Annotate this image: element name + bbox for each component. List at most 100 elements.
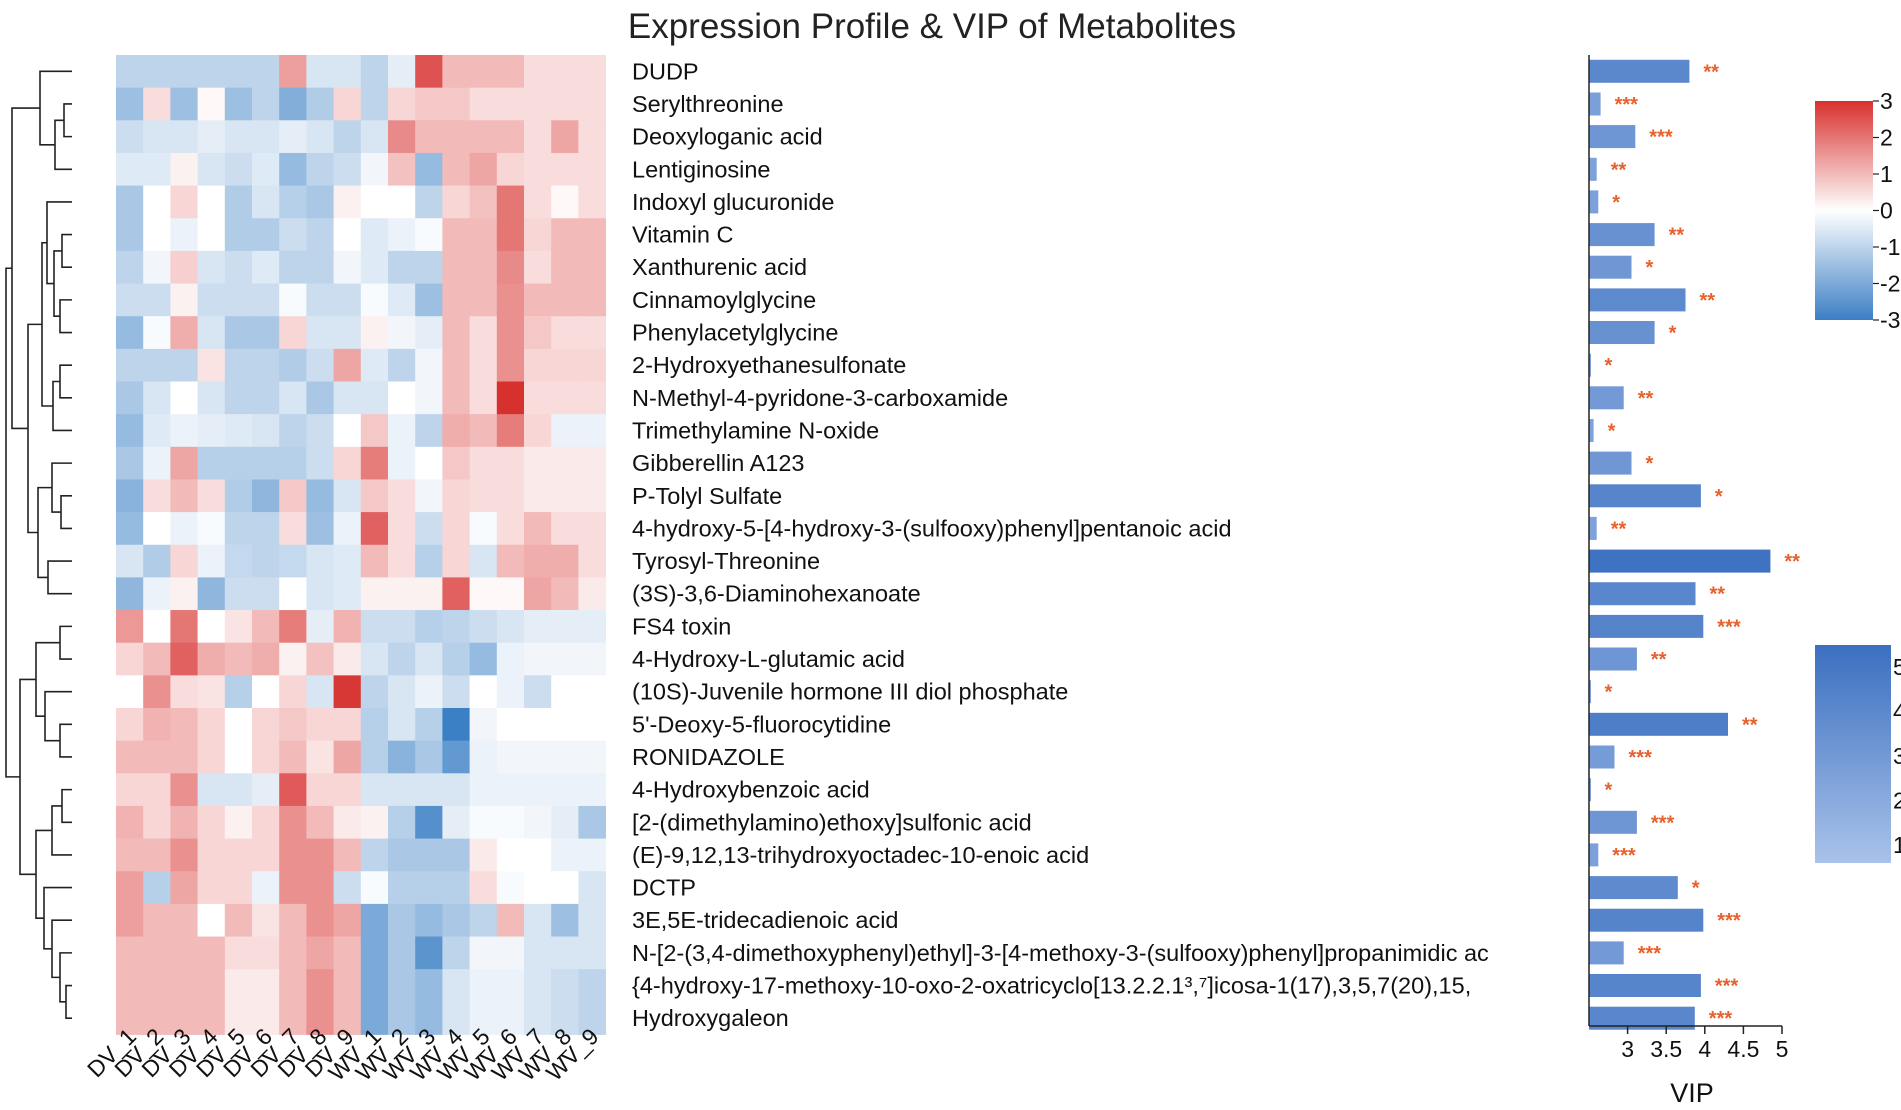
row-label: N-Methyl-4-pyridone-3-carboxamide xyxy=(632,385,1008,411)
heatmap-cell xyxy=(197,316,226,350)
heatmap-cell xyxy=(252,773,280,807)
heatmap-cell xyxy=(524,446,552,480)
heatmap-cell xyxy=(360,512,389,546)
heatmap-cell xyxy=(306,544,334,578)
heatmap-cell xyxy=(333,250,362,284)
heatmap-cell xyxy=(333,283,362,317)
heatmap-cell xyxy=(524,152,552,186)
significance-label: ** xyxy=(1611,159,1627,181)
heatmap-cell xyxy=(116,348,144,382)
heatmap-cell xyxy=(551,577,579,611)
heatmap-cell xyxy=(442,577,470,611)
heatmap-cell xyxy=(306,740,334,774)
heatmap-cell xyxy=(116,1001,144,1035)
significance-label: *** xyxy=(1649,127,1673,149)
row-dendrogram xyxy=(5,70,72,1019)
row-label: Vitamin C xyxy=(632,222,733,248)
dendrogram-branch xyxy=(39,70,72,146)
heatmap-cell xyxy=(360,544,389,578)
heatmap-cell xyxy=(388,610,416,644)
heatmap-cell xyxy=(197,185,226,219)
heatmap-cell xyxy=(333,708,362,742)
heatmap-cell xyxy=(442,381,470,415)
heatmap-cell xyxy=(306,55,334,89)
heatmap-cell xyxy=(197,55,226,89)
heatmap-cell xyxy=(333,610,362,644)
row-label: 2-Hydroxyethanesulfonate xyxy=(632,352,906,378)
dendrogram-branch xyxy=(59,299,72,334)
heatmap-cell xyxy=(143,708,171,742)
heatmap-cell xyxy=(360,936,389,970)
heatmap-cell xyxy=(469,903,498,937)
vip-tick-label: 4.5 xyxy=(1727,1036,1759,1062)
heatmap-cell xyxy=(279,512,307,546)
heatmap-cell xyxy=(333,446,362,480)
heatmap-cell xyxy=(496,675,525,709)
heatmap-cell xyxy=(306,152,334,186)
heatmap-cell xyxy=(306,87,334,121)
heatmap-cell xyxy=(442,87,470,121)
heatmap-cell xyxy=(279,446,307,480)
heatmap-cell xyxy=(388,1001,416,1035)
heatmap-cell xyxy=(170,675,198,709)
heatmap-cell xyxy=(224,805,253,839)
heatmap-cell xyxy=(333,740,362,774)
heatmap-cell xyxy=(442,512,470,546)
vip-bar xyxy=(1589,255,1632,279)
heat-legend-label: -1 xyxy=(1880,234,1900,260)
heatmap-cell xyxy=(116,740,144,774)
heatmap-cell xyxy=(279,316,307,350)
heatmap-cell xyxy=(578,871,606,905)
heatmap-cell xyxy=(524,185,552,219)
heatmap-cell xyxy=(170,55,198,89)
heatmap-cell xyxy=(469,414,498,448)
row-label: Indoxyl glucuronide xyxy=(632,189,835,215)
dendrogram-branch xyxy=(52,380,72,432)
heatmap-cell xyxy=(333,316,362,350)
heatmap-cell xyxy=(252,479,280,513)
heatmap-cell xyxy=(333,642,362,676)
heatmap-cell xyxy=(279,250,307,284)
vip-tick-label: 5 xyxy=(1776,1036,1789,1062)
heatmap-cell xyxy=(360,316,389,350)
significance-label: *** xyxy=(1638,943,1662,965)
heatmap-cell xyxy=(442,185,470,219)
heatmap-cell xyxy=(116,479,144,513)
heatmap-cell xyxy=(551,55,579,89)
heatmap-cell xyxy=(143,544,171,578)
vip-bar xyxy=(1589,419,1594,442)
heatmap-cell xyxy=(578,969,606,1003)
heatmap-cell xyxy=(524,577,552,611)
heatmap-cell xyxy=(496,708,525,742)
heatmap-cell xyxy=(279,381,307,415)
heatmap-cell xyxy=(279,740,307,774)
heatmap-cell xyxy=(224,675,253,709)
dendrogram-branch xyxy=(35,641,60,717)
heatmap-cell xyxy=(224,773,253,807)
heatmap-cell xyxy=(469,544,498,578)
heatmap-cell xyxy=(469,675,498,709)
heatmap-cell xyxy=(388,55,416,89)
heatmap-cell xyxy=(224,740,253,774)
heatmap-cell xyxy=(360,152,389,186)
heatmap-cell xyxy=(578,446,606,480)
heatmap-cell xyxy=(143,283,171,317)
vip-tick-label: 3.5 xyxy=(1650,1036,1682,1062)
dendrogram-branch xyxy=(19,678,36,876)
heatmap-cell xyxy=(388,969,416,1003)
heatmap-cell xyxy=(442,55,470,89)
heatmap-cell xyxy=(524,740,552,774)
row-label: DUDP xyxy=(632,58,699,84)
heatmap-cell xyxy=(469,969,498,1003)
heatmap-cell xyxy=(578,348,606,382)
heatmap-cell xyxy=(252,969,280,1003)
heatmap-cell xyxy=(143,55,171,89)
heatmap-cell xyxy=(306,283,334,317)
row-label: (E)-9,12,13-trihydroxyoctadec-10-enoic a… xyxy=(632,842,1089,868)
heatmap-cell xyxy=(551,218,579,252)
row-label: Trimethylamine N-oxide xyxy=(632,418,879,444)
heatmap-cell xyxy=(333,185,362,219)
heatmap-cell xyxy=(415,805,443,839)
heatmap-cell xyxy=(306,577,334,611)
vip-bar xyxy=(1589,516,1597,540)
